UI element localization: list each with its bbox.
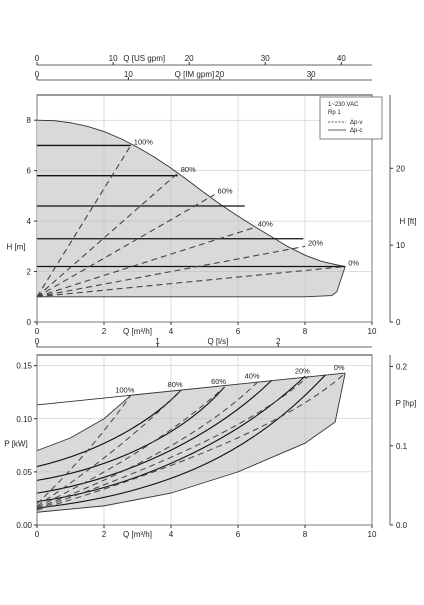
head-top1-tick-label: 20: [185, 54, 194, 63]
legend-label: Δp-c: [350, 128, 362, 134]
legend-subtitle: Rp 1: [328, 110, 341, 116]
power-y-tick-label: 0.05: [16, 468, 32, 477]
head-dpv-line: [36, 226, 255, 298]
head-top2-tick-label: 10: [124, 70, 133, 79]
head-dpv-line: [36, 194, 215, 298]
power-top-tick-label: 2: [276, 337, 281, 346]
power-operating-region: [37, 373, 346, 513]
legend-title: 1~230 VAC: [328, 102, 359, 108]
power-dpv-label: 20%: [295, 366, 310, 375]
head-dpv-line: [36, 172, 179, 298]
power-max-line: [36, 372, 346, 406]
head-y-tick-label: 4: [27, 217, 32, 226]
head-dpv-label: 60%: [218, 187, 233, 196]
head-dpv-label: 40%: [258, 219, 273, 228]
power-dpv-label: 0%: [334, 363, 345, 372]
head-y-axis-label: H [m]: [6, 242, 25, 251]
head-y-tick-label: 6: [27, 167, 32, 176]
power-right-tick-label: 0.1: [396, 442, 408, 451]
power-y-tick-label: 0.15: [16, 362, 32, 371]
power-dpv-curve: [36, 372, 346, 511]
power-dpv-label: 100%: [115, 385, 135, 394]
head-right-tick-label: 20: [396, 164, 405, 173]
power-dpv-curve: [36, 386, 225, 508]
head-dpv-label: 0%: [348, 259, 359, 268]
head-y-tick-label: 2: [27, 268, 32, 277]
head-y-tick-label: 0: [27, 318, 32, 327]
head-top1-tick-label: 30: [261, 54, 270, 63]
power-x-tick-label: 0: [35, 530, 40, 539]
power-chart: 100%80% 60%40%20% 0%0 2 4 6 8 10Q [m³/h]0.000.0…: [4, 337, 416, 539]
power-x-tick-label: 10: [368, 530, 377, 539]
head-dpv-label: 80%: [181, 165, 196, 174]
power-dpc-curve: [36, 380, 272, 494]
head-x-tick-label: 10: [368, 327, 377, 336]
head-chart: 100% 80% 60% 40% 20% 0% 0 2 4 6 8 10 Q [m³/h] 0 2 4 6 8 H …: [6, 54, 416, 336]
power-right-tick-label: 0.2: [396, 363, 408, 372]
head-top2-axis-label: Q [IM gpm]: [175, 70, 215, 79]
power-x-tick-label: 6: [236, 530, 241, 539]
head-top2-tick-label: 20: [215, 70, 224, 79]
head-legend-box: [319, 96, 383, 140]
head-top2-tick-label: 30: [307, 70, 316, 79]
head-right-tick-label: 10: [396, 241, 405, 250]
power-right-axis-label: P [hp]: [396, 399, 417, 408]
power-top-tick-label: 0: [35, 337, 40, 346]
head-operating-region: [37, 120, 346, 297]
power-dpv-label: 60%: [211, 377, 226, 386]
head-min-curve: [37, 266, 346, 298]
power-x-tick-label: 8: [303, 530, 308, 539]
head-top1-axis-label: Q [US gpm]: [123, 54, 165, 63]
head-max-curve: [36, 119, 346, 267]
head-dpv-line: [36, 265, 346, 298]
power-dpv-curve: [36, 389, 182, 507]
head-top2-tick-label: 0: [35, 70, 40, 79]
head-x-axis-label: Q [m³/h]: [123, 327, 152, 336]
head-dpv-label: 100%: [134, 137, 154, 146]
power-top-axis-label: Q [l/s]: [207, 337, 228, 346]
power-top-tick-label: 1: [155, 337, 160, 346]
legend-label: Δp-v: [350, 120, 362, 126]
power-dpv-curve: [36, 381, 259, 509]
head-x-tick-label: 2: [102, 327, 107, 336]
head-dpv-line: [36, 245, 306, 298]
head-x-tick-label: 4: [169, 327, 174, 336]
head-x-tick-label: 8: [303, 327, 308, 336]
power-y-tick-label: 0.10: [16, 415, 32, 424]
power-y-axis-label: P [kW]: [4, 439, 27, 448]
head-top1-tick-label: 40: [337, 54, 346, 63]
head-top1-tick-label: 10: [109, 54, 118, 63]
power-x-tick-label: 2: [102, 530, 107, 539]
power-lower-edge: [36, 372, 346, 513]
power-y-tick-label: 0.00: [16, 521, 32, 530]
head-x-tick-label: 6: [236, 327, 241, 336]
power-upper-edge: [36, 395, 132, 452]
power-x-tick-label: 4: [169, 530, 174, 539]
head-right-tick-label: 0: [396, 318, 401, 327]
power-dpv-curve: [36, 395, 132, 505]
head-top1-tick-label: 0: [35, 54, 40, 63]
power-right-tick-label: 0.0: [396, 521, 408, 530]
power-x-axis-label: Q [m³/h]: [123, 530, 152, 539]
head-x-tick-label: 0: [35, 327, 40, 336]
power-dpv-curve: [36, 375, 309, 510]
power-dpv-label: 80%: [168, 380, 183, 389]
head-right-axis-label: H [ft]: [400, 217, 417, 226]
power-dpc-curve: [36, 374, 326, 509]
head-y-tick-label: 8: [27, 116, 32, 125]
power-dpv-label: 40%: [245, 372, 260, 381]
head-dpv-label: 20%: [308, 238, 323, 247]
